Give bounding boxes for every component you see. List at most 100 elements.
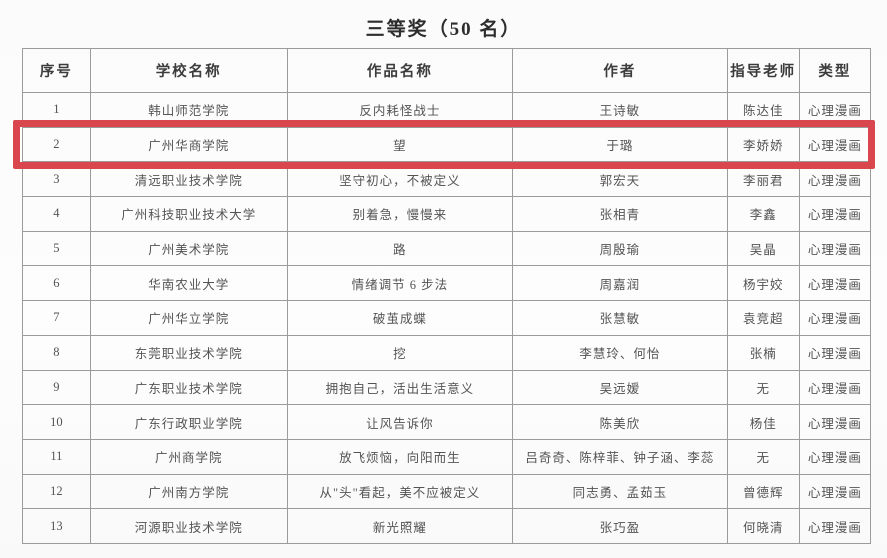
table-row: 13 河源职业技术学院 新光照耀 张巧盈 何晓清 心理漫画 [22,508,872,544]
cell-author: 张慧敏 [512,300,728,336]
cell-no: 8 [22,334,91,371]
column-header: 类型 [798,48,872,93]
cell-work: 反内耗怪战士 [286,92,514,128]
cell-type: 心理漫画 [798,369,872,406]
cell-school: 广州华立学院 [89,300,288,336]
cell-advisor: 李娇娇 [726,126,800,163]
table-row: 2 广州华商学院望于璐 李娇娇 心理漫画 [22,126,872,163]
cell-author: 吴远嫒 [512,369,728,406]
cell-type: 心理漫画 [798,265,872,302]
page-title: 三等奖（50 名） [365,19,522,40]
cell-advisor: 何晓清 [726,508,800,544]
table-row: 8 东莞职业技术学院挖李慧玲、何怡 张楠 心理漫画 [22,334,872,371]
cell-author: 张巧盈 [512,508,728,544]
cell-work: 新光照耀 [286,508,514,544]
cell-author: 于璐 [512,126,728,163]
cell-work: 情绪调节 6 步法 [286,265,514,302]
cell-advisor: 吴晶 [726,230,800,267]
cell-no: 11 [22,438,91,475]
cell-type: 心理漫画 [798,300,872,336]
cell-advisor: 杨佳 [726,404,800,440]
cell-author: 李慧玲、何怡 [512,334,728,371]
cell-advisor: 李丽君 [726,161,800,198]
cell-no: 2 [22,126,91,163]
cell-type: 心理漫画 [798,126,872,163]
cell-type: 心理漫画 [798,92,872,128]
cell-school: 广州华商学院 [89,126,288,163]
cell-advisor: 张楠 [726,334,800,371]
table-row: 9 广东职业技术学院 拥抱自己，活出生活意义 吴远嫒无心理漫画 [22,369,872,406]
cell-no: 9 [22,369,91,406]
table-row: 12 广州南方学院 从"头"看起，美不应被定义 同志勇、孟茹玉 曾德辉 心理漫画 [22,473,872,510]
cell-no: 6 [22,265,91,302]
cell-no: 1 [22,92,91,128]
table-row: 7 广州华立学院 破茧成蝶 张慧敏 袁竞超 心理漫画 [22,300,872,336]
cell-advisor: 李鑫 [726,196,800,232]
cell-author: 周殷瑜 [512,230,728,267]
cell-advisor: 杨宇姣 [726,265,800,302]
awards-table: 序号 学校名称 作品名称 作者 指导老师 类型 1 韩山师范学院 反内耗怪战士 王诗敏 陈达佳 心理… [22,48,872,544]
cell-work: 挖 [286,334,514,371]
cell-work: 让风告诉你 [286,404,514,440]
cell-author: 陈美欣 [512,404,728,440]
cell-school: 华南农业大学 [89,265,288,302]
cell-type: 心理漫画 [798,230,872,267]
cell-work: 破茧成蝶 [286,300,514,336]
cell-work: 放飞烦恼，向阳而生 [286,438,514,475]
table-row: 5 广州美术学院路周殷瑜 吴晶 心理漫画 [22,230,872,267]
table-row: 6 华南农业大学 情绪调节 6 步法 周嘉润 杨宇姣 心理漫画 [22,265,872,302]
cell-advisor: 陈达佳 [726,92,800,128]
cell-school: 东莞职业技术学院 [89,334,288,371]
column-header: 学校名称 [89,48,288,93]
cell-school: 河源职业技术学院 [89,508,288,544]
cell-work: 拥抱自己，活出生活意义 [286,369,514,406]
cell-advisor: 袁竞超 [726,300,800,336]
cell-type: 心理漫画 [798,161,872,198]
cell-school: 广州商学院 [89,438,288,475]
cell-no: 4 [22,196,91,232]
cell-type: 心理漫画 [798,334,872,371]
cell-no: 10 [22,404,91,440]
column-header: 序号 [22,48,91,93]
cell-school: 广东行政职业学院 [89,404,288,440]
table-row: 10 广东行政职业学院 让风告诉你 陈美欣 杨佳 心理漫画 [22,404,872,440]
cell-author: 王诗敏 [512,92,728,128]
table-header-row: 序号 学校名称 作品名称 作者 指导老师 类型 [22,48,872,93]
cell-no: 13 [22,508,91,544]
cell-advisor: 无 [726,438,800,475]
cell-no: 12 [22,473,91,510]
column-header: 作品名称 [286,48,514,93]
cell-no: 7 [22,300,91,336]
cell-school: 广州美术学院 [89,230,288,267]
cell-advisor: 曾德辉 [726,473,800,510]
cell-work: 别着急，慢慢来 [286,196,514,232]
cell-no: 5 [22,230,91,267]
cell-author: 张相青 [512,196,728,232]
cell-work: 从"头"看起，美不应被定义 [286,473,514,510]
cell-type: 心理漫画 [798,438,872,475]
cell-school: 广州南方学院 [89,473,288,510]
table-row: 4 广州科技职业技术大学 别着急，慢慢来 张相青 李鑫 心理漫画 [22,196,872,232]
cell-school: 清远职业技术学院 [89,161,288,198]
cell-school: 韩山师范学院 [89,92,288,128]
column-header: 指导老师 [726,48,800,93]
table-row: 3 清远职业技术学院 坚守初心，不被定义 郭宏天 李丽君 心理漫画 [22,161,872,198]
cell-author: 同志勇、孟茹玉 [512,473,728,510]
cell-work: 坚守初心，不被定义 [286,161,514,198]
cell-type: 心理漫画 [798,508,872,544]
cell-work: 路 [286,230,514,267]
cell-no: 3 [22,161,91,198]
cell-author: 郭宏天 [512,161,728,198]
cell-author: 吕奇奇、陈梓菲、钟子涵、李蕊 [512,438,728,475]
cell-type: 心理漫画 [798,404,872,440]
cell-author: 周嘉润 [512,265,728,302]
cell-school: 广东职业技术学院 [89,369,288,406]
table-row: 1 韩山师范学院 反内耗怪战士 王诗敏 陈达佳 心理漫画 [22,92,872,128]
cell-type: 心理漫画 [798,196,872,232]
column-header: 作者 [512,48,728,93]
table-row: 11 广州商学院 放飞烦恼，向阳而生 吕奇奇、陈梓菲、钟子涵、李蕊无心理漫画 [22,438,872,475]
cell-work: 望 [286,126,514,163]
awards-table-wrap: 序号 学校名称 作品名称 作者 指导老师 类型 1 韩山师范学院 反内耗怪战士 王诗敏 陈达佳 心理… [13,48,875,544]
cell-advisor: 无 [726,369,800,406]
